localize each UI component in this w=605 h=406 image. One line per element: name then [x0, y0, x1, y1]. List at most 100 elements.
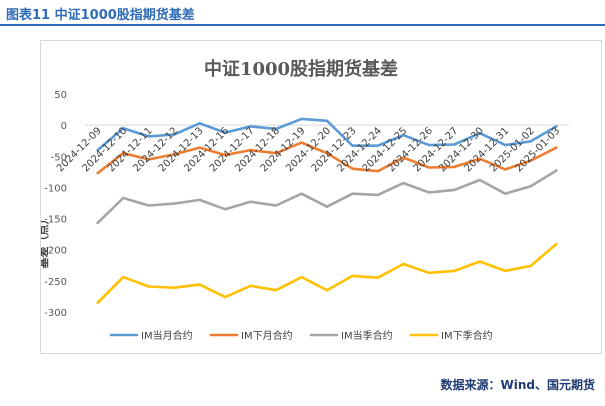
- data-point: [172, 133, 176, 136]
- series-line-3: [96, 169, 558, 225]
- y-tick-label: -150: [44, 215, 67, 226]
- legend-label: IM当季合约: [341, 329, 393, 342]
- data-point: [478, 157, 482, 160]
- data-point: [529, 159, 532, 162]
- data-point: [96, 171, 99, 175]
- data-point: [147, 158, 150, 161]
- basis-line-chart: 中证1000股指期货基差 基差（点） 50 0 -50 -100 -150 -200 -25…: [41, 58, 569, 342]
- data-point: [274, 151, 278, 155]
- data-point: [198, 198, 201, 202]
- chart-title: 中证1000股指期货基差: [204, 58, 398, 80]
- data-point: [274, 289, 278, 292]
- data-point: [300, 192, 303, 195]
- data-point: [198, 283, 201, 286]
- data-point: [147, 135, 150, 138]
- data-point: [351, 167, 354, 170]
- data-point: [223, 131, 227, 134]
- data-point: [376, 193, 380, 197]
- data-point: [427, 143, 431, 147]
- data-point: [198, 146, 201, 149]
- data-point: [223, 208, 227, 211]
- data-point: [504, 192, 507, 195]
- data-point: [325, 119, 329, 122]
- data-point: [198, 122, 201, 125]
- data-point: [96, 221, 99, 225]
- data-point: [376, 144, 380, 147]
- data-point: [376, 276, 380, 279]
- figure-caption: 图表11 中证1000股指期货基差: [6, 8, 195, 23]
- y-axis-label: 基差（点）: [41, 214, 50, 270]
- data-point: [555, 146, 558, 149]
- data-point: [122, 196, 125, 200]
- data-point: [172, 286, 176, 289]
- legend-item-2: IM下月合约: [209, 329, 293, 342]
- data-point: [555, 169, 558, 172]
- data-point: [249, 148, 252, 152]
- data-point: [427, 166, 431, 169]
- data-point: [325, 289, 329, 292]
- data-point: [351, 274, 354, 278]
- data-point: [453, 269, 456, 273]
- data-point: [351, 144, 354, 147]
- y-tick-label: 0: [61, 121, 67, 132]
- data-point: [478, 178, 482, 182]
- y-tick-label: -100: [44, 183, 67, 194]
- data-point: [223, 295, 227, 299]
- y-tick-label: -300: [44, 308, 67, 319]
- data-point: [402, 156, 405, 159]
- caption-rule: [0, 24, 605, 26]
- legend-item-4: IM下季合约: [409, 329, 493, 342]
- data-point: [504, 168, 507, 171]
- data-point: [351, 192, 354, 195]
- legend-item-3: IM当季合约: [309, 329, 393, 342]
- data-point: [96, 148, 99, 152]
- data-point: [300, 141, 303, 144]
- data-point: [300, 275, 303, 279]
- data-point: [402, 181, 405, 185]
- data-point: [376, 170, 380, 173]
- data-point: [529, 264, 532, 268]
- data-source: 数据来源：Wind、国元期货: [440, 378, 595, 392]
- data-point: [402, 133, 405, 137]
- data-point: [249, 200, 252, 203]
- data-point: [96, 301, 99, 304]
- data-point: [147, 204, 150, 207]
- data-point: [122, 275, 125, 279]
- data-point: [504, 143, 507, 147]
- data-point: [325, 151, 329, 155]
- legend-label: IM当月合约: [141, 329, 193, 342]
- data-point: [478, 260, 482, 263]
- data-point: [172, 202, 176, 205]
- data-point: [147, 285, 150, 288]
- data-point: [274, 127, 278, 131]
- legend-label: IM下季合约: [441, 329, 493, 342]
- data-point: [427, 271, 431, 274]
- data-point: [402, 262, 405, 266]
- data-point: [325, 205, 329, 208]
- data-point: [172, 153, 176, 156]
- data-point: [529, 140, 532, 143]
- data-point: [122, 151, 125, 155]
- data-point: [529, 184, 532, 188]
- data-point: [504, 269, 507, 273]
- data-point: [555, 242, 558, 246]
- data-point: [478, 132, 482, 135]
- data-point: [249, 125, 252, 128]
- data-point: [453, 165, 456, 169]
- chart-panel: 中证1000股指期货基差 基差（点） 50 0 -50 -100 -150 -200 -25…: [40, 40, 602, 354]
- data-point: [555, 125, 558, 128]
- data-point: [453, 143, 456, 146]
- data-point: [122, 127, 125, 130]
- data-point: [274, 204, 278, 207]
- data-point: [427, 191, 431, 194]
- y-tick-label: -200: [44, 246, 67, 257]
- y-tick-label: -250: [44, 277, 67, 288]
- legend-label: IM下月合约: [241, 329, 293, 342]
- y-tick-label: -50: [51, 152, 67, 163]
- series-line-4: [96, 242, 558, 305]
- data-point: [223, 153, 227, 157]
- y-tick-label: 50: [54, 90, 67, 101]
- data-point: [300, 117, 303, 121]
- data-point: [249, 284, 252, 288]
- data-point: [453, 188, 456, 192]
